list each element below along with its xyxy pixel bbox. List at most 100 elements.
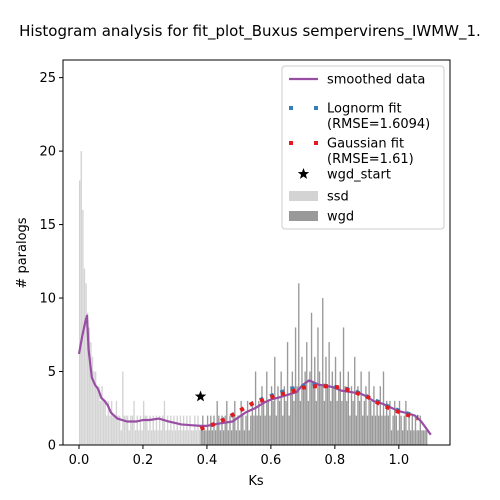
wgd-bar-53	[285, 400, 287, 445]
wgd-bar-121	[394, 400, 396, 445]
ssd-bar-24	[117, 415, 119, 445]
wgd-bar-45	[272, 400, 274, 445]
wgd-bar-49	[278, 400, 281, 445]
ssd-bar-59	[173, 415, 175, 445]
wgd-bar-114	[382, 371, 385, 445]
wgd-bar-97	[355, 415, 358, 445]
wgd-bar-7	[211, 430, 214, 445]
legend-gaussian-fit-label: Gaussian fit	[327, 137, 404, 152]
chart-title: Histogram analysis for fit_plot_Buxus se…	[19, 22, 481, 41]
ssd-bar-73	[195, 430, 198, 445]
wgd-bar-83	[333, 386, 335, 445]
legend-box	[281, 65, 445, 230]
wgd-bar-102	[363, 400, 365, 445]
y-axis-label: # paralogs	[15, 217, 30, 288]
ssd-bar-5	[86, 312, 89, 445]
ssd-bar-31	[128, 430, 130, 445]
wgd-bar-100	[360, 371, 362, 445]
legend-wgd-label: wgd	[327, 210, 354, 225]
ssd-bar-42	[146, 415, 148, 445]
ssd-bar-40	[142, 400, 145, 445]
wgd-bar-25	[240, 400, 242, 445]
wgd-bar-116	[386, 400, 388, 445]
wgd-bar-128	[405, 400, 407, 445]
ssd-bar-57	[170, 415, 172, 445]
ssd-bar-0	[78, 180, 81, 445]
wgd-bar-0	[200, 430, 202, 445]
wgd-bar-141	[426, 430, 428, 445]
ssd-bar-15	[102, 400, 105, 445]
ssd-bar-7	[90, 342, 92, 445]
wgd-bar-42	[267, 400, 270, 445]
wgd-bar-31	[250, 415, 252, 445]
wgd-bar-92	[347, 371, 350, 445]
wgd-bar-110	[376, 400, 378, 445]
ssd-bar-41	[144, 415, 146, 445]
ssd-bar-44	[149, 415, 151, 445]
wgd-bar-123	[397, 430, 399, 445]
wgd-bar-77	[323, 400, 326, 445]
wgd-bar-60	[296, 386, 298, 445]
wgd-bar-111	[378, 415, 380, 445]
wgd-bar-52	[283, 386, 286, 445]
wgd-bar-57	[291, 371, 294, 445]
wgd-bar-63	[301, 356, 303, 445]
wgd-bar-112	[379, 386, 381, 445]
wgd-bar-44	[270, 386, 273, 445]
ssd-bar-54	[165, 430, 167, 445]
ssd-bar-46	[152, 415, 154, 445]
wgd-bar-139	[422, 430, 425, 445]
wgd-bar-109	[374, 415, 377, 445]
wgd-bar-29	[246, 400, 249, 445]
wgd-bar-127	[403, 415, 405, 445]
legend-lognorm-fit-rmse-label: (RMSE=1.6094)	[327, 117, 430, 132]
wgd-bar-48	[277, 386, 279, 445]
wgd-bar-13	[221, 415, 223, 445]
ssd-bar-21	[112, 415, 114, 445]
wgd-bar-105	[368, 371, 370, 445]
wgd-bar-108	[373, 386, 375, 445]
wgd-bar-86	[338, 386, 340, 445]
wgd-bar-84	[334, 356, 337, 445]
wgd-bar-56	[290, 386, 292, 445]
legend-ssd-handle	[289, 191, 318, 201]
ssd-bar-67	[186, 415, 188, 445]
ssd-bar-64	[181, 430, 183, 445]
ssd-bar-51	[160, 430, 162, 445]
wgd-start-marker	[194, 390, 207, 402]
wgd-bar-5	[208, 430, 210, 445]
wgd-bar-75	[320, 386, 322, 445]
ssd-bar-33	[131, 415, 134, 445]
ssd-bar-38	[139, 415, 142, 445]
y-tick-label-0: 0	[48, 439, 56, 454]
x-tick-label-2: 0.4	[197, 453, 218, 468]
ssd-bar-36	[136, 415, 138, 445]
wgd-bar-17	[227, 430, 230, 445]
wgd-bar-38	[261, 386, 263, 445]
wgd-histogram	[200, 283, 428, 445]
x-tick-label-0: 0.0	[69, 453, 90, 468]
legend-wgd-handle	[289, 211, 318, 221]
wgd-bar-21	[234, 400, 236, 445]
wgd-bar-62	[299, 400, 302, 445]
wgd-start-marker-group	[194, 390, 207, 402]
x-tick-label-1: 0.2	[133, 453, 154, 468]
ssd-bar-34	[133, 400, 135, 445]
wgd-bar-28	[245, 415, 247, 445]
wgd-bar-113	[381, 415, 383, 445]
ssd-bar-55	[166, 415, 169, 445]
wgd-bar-95	[352, 400, 354, 445]
legend-wgd-start-label: wgd_start	[327, 168, 391, 183]
wgd-bar-122	[395, 415, 397, 445]
y-axis-ticks: 0 5 10 15 20 25	[39, 71, 63, 454]
wgd-bar-85	[336, 400, 338, 445]
ssd-bar-4	[85, 283, 87, 445]
y-tick-label-2: 10	[39, 292, 56, 307]
wgd-bar-134	[414, 415, 417, 445]
wgd-bar-68	[309, 371, 311, 445]
wgd-bar-46	[274, 356, 276, 445]
wgd-bar-74	[318, 371, 321, 445]
ssd-bar-30	[126, 415, 129, 445]
wgd-bar-37	[259, 415, 262, 445]
ssd-bar-37	[138, 430, 140, 445]
